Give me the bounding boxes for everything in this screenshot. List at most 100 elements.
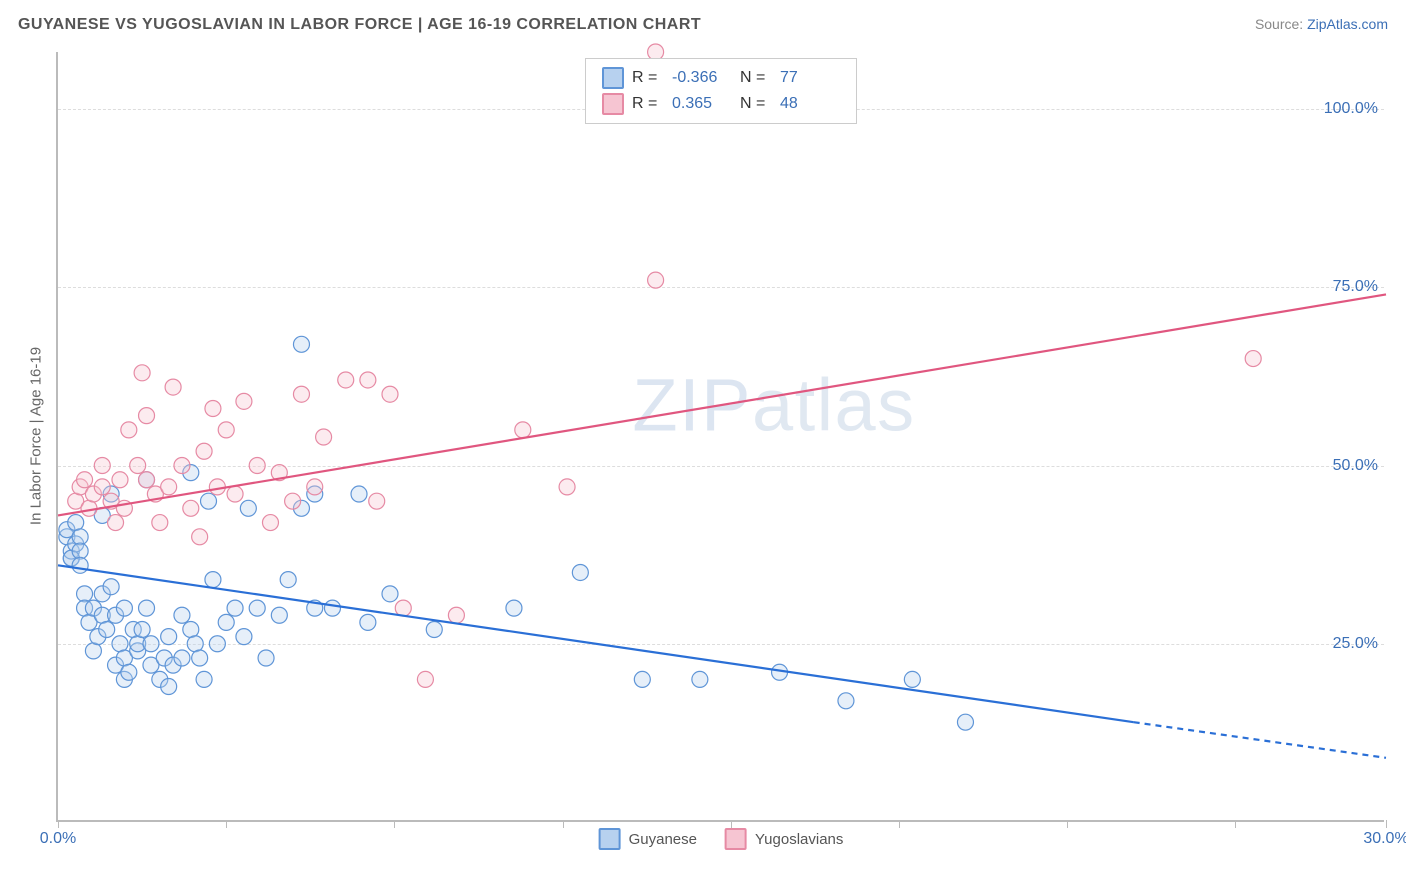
x-tick-label: 0.0% (40, 830, 76, 848)
legend-row-yugoslavians: R = 0.365 N = 48 (602, 91, 840, 117)
series-legend: Guyanese Yugoslavians (599, 828, 844, 850)
data-point (360, 614, 376, 630)
data-point (218, 422, 234, 438)
data-point (121, 664, 137, 680)
data-point (201, 493, 217, 509)
data-point (116, 600, 132, 616)
data-point (99, 622, 115, 638)
data-point (395, 600, 411, 616)
data-point (382, 386, 398, 402)
data-point (307, 479, 323, 495)
data-point (161, 679, 177, 695)
x-tick-mark (394, 820, 395, 828)
data-point (227, 600, 243, 616)
legend-r-value-guyanese: -0.366 (672, 69, 732, 87)
data-point (293, 386, 309, 402)
legend-item-guyanese: Guyanese (599, 828, 697, 850)
data-point (236, 393, 252, 409)
data-point (143, 636, 159, 652)
data-point (271, 607, 287, 623)
data-point (174, 650, 190, 666)
swatch-guyanese (602, 67, 624, 89)
legend-label-yugoslavians: Yugoslavians (755, 831, 843, 848)
legend-n-value-guyanese: 77 (780, 69, 840, 87)
data-point (183, 622, 199, 638)
data-point (152, 515, 168, 531)
trend-line (58, 294, 1386, 515)
data-point (957, 714, 973, 730)
data-point (360, 372, 376, 388)
swatch-guyanese (599, 828, 621, 850)
swatch-yugoslavians (725, 828, 747, 850)
data-point (838, 693, 854, 709)
data-point (209, 636, 225, 652)
data-point (108, 515, 124, 531)
data-point (316, 429, 332, 445)
data-point (417, 671, 433, 687)
data-point (192, 650, 208, 666)
data-point (192, 529, 208, 545)
legend-row-guyanese: R = -0.366 N = 77 (602, 65, 840, 91)
data-point (506, 600, 522, 616)
correlation-legend: R = -0.366 N = 77 R = 0.365 N = 48 (585, 58, 857, 124)
data-point (351, 486, 367, 502)
data-point (369, 493, 385, 509)
data-point (426, 622, 442, 638)
x-tick-label: 30.0% (1363, 830, 1406, 848)
data-point (262, 515, 278, 531)
data-point (559, 479, 575, 495)
data-point (236, 629, 252, 645)
legend-n-label: N = (740, 95, 772, 113)
data-point (196, 443, 212, 459)
x-tick-mark (226, 820, 227, 828)
data-point (634, 671, 650, 687)
legend-n-value-yugoslavians: 48 (780, 95, 840, 113)
scatter-plot-svg (58, 52, 1384, 820)
y-axis-label: In Labor Force | Age 16-19 (28, 347, 45, 525)
data-point (72, 557, 88, 573)
data-point (103, 579, 119, 595)
legend-r-label: R = (632, 69, 664, 87)
data-point (77, 472, 93, 488)
data-point (218, 614, 234, 630)
data-point (174, 458, 190, 474)
data-point (112, 636, 128, 652)
data-point (161, 629, 177, 645)
data-point (85, 643, 101, 659)
data-point (130, 458, 146, 474)
data-point (139, 408, 155, 424)
data-point (139, 472, 155, 488)
data-point (249, 458, 265, 474)
data-point (648, 272, 664, 288)
chart-container: GUYANESE VS YUGOSLAVIAN IN LABOR FORCE |… (18, 16, 1388, 874)
data-point (324, 600, 340, 616)
data-point (448, 607, 464, 623)
plot-area: In Labor Force | Age 16-19 ZIPatlas 25.0… (56, 52, 1384, 822)
data-point (227, 486, 243, 502)
data-point (121, 422, 137, 438)
x-tick-mark (1067, 820, 1068, 828)
source-link[interactable]: ZipAtlas.com (1307, 16, 1388, 32)
data-point (134, 622, 150, 638)
data-point (161, 479, 177, 495)
data-point (112, 472, 128, 488)
source-label: Source: (1255, 16, 1303, 32)
data-point (240, 500, 256, 516)
x-tick-mark (58, 820, 59, 828)
data-point (196, 671, 212, 687)
x-tick-mark (899, 820, 900, 828)
data-point (382, 586, 398, 602)
data-point (205, 400, 221, 416)
data-point (94, 479, 110, 495)
data-point (72, 529, 88, 545)
x-tick-mark (731, 820, 732, 828)
data-point (72, 543, 88, 559)
data-point (94, 458, 110, 474)
x-tick-mark (1235, 820, 1236, 828)
data-point (258, 650, 274, 666)
legend-r-label: R = (632, 95, 664, 113)
data-point (515, 422, 531, 438)
trend-line-extrapolated (1134, 722, 1386, 758)
x-tick-mark (563, 820, 564, 828)
data-point (904, 671, 920, 687)
